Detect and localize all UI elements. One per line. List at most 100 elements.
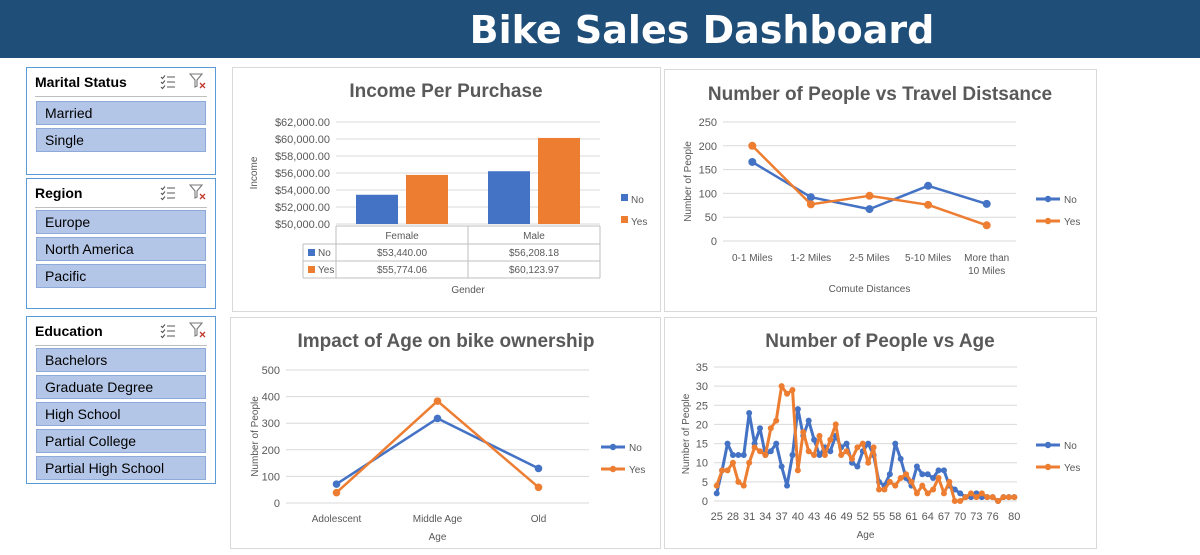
- y-tick-label: 0: [274, 498, 280, 510]
- x-tick-label: 49: [840, 511, 852, 523]
- slicer-item-high-school[interactable]: High School: [36, 402, 206, 426]
- series-line-no: [751, 160, 988, 211]
- data-point: [719, 467, 726, 474]
- bar-no-male: [488, 171, 530, 224]
- x-tick-label: 46: [824, 511, 836, 523]
- data-point: [789, 386, 796, 393]
- data-point: [886, 478, 893, 485]
- data-point: [433, 414, 442, 423]
- slicer-title: Region: [35, 185, 83, 201]
- data-point: [794, 406, 801, 413]
- x-tick-label: Adolescent: [312, 514, 362, 525]
- x-tick-label: 0-1 Miles: [732, 253, 773, 264]
- table-row-label: Yes: [318, 265, 334, 276]
- series-line-yes: [751, 144, 988, 227]
- legend-label: Yes: [629, 465, 645, 476]
- legend-label: No: [631, 195, 644, 206]
- x-tick-label: 70: [954, 511, 966, 523]
- data-point: [433, 397, 442, 405]
- data-point: [865, 205, 874, 214]
- age-chart-svg: Number of People vs Age 0 5 10 15 20 25 30 35 25 2…: [681, 331, 1080, 541]
- slicer-item-north-america[interactable]: North America: [36, 237, 206, 261]
- multi-select-icon[interactable]: [159, 321, 177, 339]
- data-point: [843, 440, 850, 447]
- slicer-item-europe[interactable]: Europe: [36, 210, 206, 234]
- legend-marker: [609, 465, 617, 473]
- x-tick-label: 43: [808, 511, 820, 523]
- legend-label: No: [1064, 441, 1077, 452]
- data-point: [751, 444, 758, 451]
- table-cell: $53,440.00: [377, 248, 427, 259]
- data-point: [748, 141, 757, 150]
- clear-filter-icon[interactable]: [189, 183, 207, 201]
- slicer-item-married[interactable]: Married: [36, 101, 206, 125]
- slicer-header: Marital Status: [35, 68, 207, 97]
- data-point: [713, 490, 720, 497]
- x-tick-label: 25: [711, 511, 723, 523]
- y-tick-label: 200: [262, 445, 280, 457]
- slicer-title: Education: [35, 323, 103, 339]
- legend-swatch: [621, 194, 628, 201]
- multi-select-icon[interactable]: [159, 72, 177, 90]
- data-point: [773, 417, 780, 424]
- y-tick-label: 100: [699, 188, 717, 200]
- data-point: [978, 490, 985, 497]
- data-point: [881, 486, 888, 493]
- data-point: [332, 488, 341, 497]
- data-point: [805, 448, 812, 455]
- slicer-marital-status: Marital Status Married Single: [26, 67, 216, 175]
- data-point: [789, 452, 796, 459]
- data-point: [756, 425, 763, 432]
- y-tick-label: 35: [696, 362, 708, 374]
- slicer-item-partial-high-school[interactable]: Partial High School: [36, 456, 206, 480]
- slicer-item-partial-college[interactable]: Partial College: [36, 429, 206, 453]
- legend-marker: [1044, 217, 1052, 225]
- data-point: [767, 448, 774, 455]
- data-point: [913, 463, 920, 470]
- chart-people-vs-distance: Number of People vs Travel Distsance 0 50 1…: [664, 69, 1097, 312]
- data-point: [724, 467, 731, 474]
- bar-no-female: [356, 194, 398, 224]
- y-tick-label: 0: [711, 236, 717, 248]
- slicer-item-bachelors[interactable]: Bachelors: [36, 348, 206, 372]
- data-point: [940, 490, 947, 497]
- data-point: [843, 448, 850, 455]
- table-cell: $60,123.97: [509, 265, 559, 276]
- x-tick-label: Middle Age: [413, 514, 463, 525]
- income-chart-svg: Income Per Purchase $50,000.00 $52,000.00 $…: [249, 81, 647, 296]
- data-point: [811, 436, 818, 443]
- slicer-item-graduate-degree[interactable]: Graduate Degree: [36, 375, 206, 399]
- table-cell: $55,774.06: [377, 265, 427, 276]
- data-point: [729, 459, 736, 466]
- x-tick-label: 2-5 Miles: [849, 253, 890, 264]
- data-point: [908, 478, 915, 485]
- data-point: [951, 498, 958, 504]
- data-point: [756, 448, 763, 455]
- slicer-item-pacific[interactable]: Pacific: [36, 264, 206, 288]
- data-point: [957, 498, 964, 504]
- data-point: [811, 452, 818, 459]
- data-point: [805, 417, 812, 424]
- data-point: [854, 463, 861, 470]
- clear-filter-icon[interactable]: [189, 321, 207, 339]
- data-point: [713, 482, 720, 489]
- y-tick-label: 300: [262, 418, 280, 430]
- data-point: [935, 475, 942, 482]
- data-point: [924, 490, 931, 497]
- data-point: [892, 440, 899, 447]
- data-point: [816, 432, 823, 439]
- bar-yes-female: [406, 174, 448, 224]
- series-line-no: [335, 417, 540, 486]
- legend-label: Yes: [1064, 463, 1080, 474]
- y-tick-label: 500: [262, 365, 280, 377]
- data-point: [913, 490, 920, 497]
- data-point: [870, 444, 877, 451]
- clear-filter-icon[interactable]: [189, 72, 207, 90]
- slicer-header: Region: [35, 179, 207, 208]
- multi-select-icon[interactable]: [159, 183, 177, 201]
- slicer-item-single[interactable]: Single: [36, 128, 206, 152]
- data-point: [762, 452, 769, 459]
- x-tick-label: 61: [905, 511, 917, 523]
- data-point: [724, 440, 731, 447]
- legend-swatch: [621, 216, 628, 223]
